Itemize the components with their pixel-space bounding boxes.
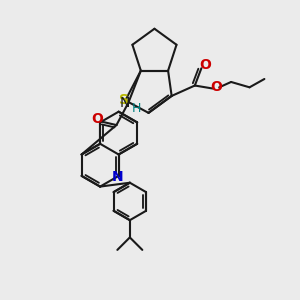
- Text: O: O: [91, 112, 103, 125]
- Text: N: N: [112, 170, 124, 184]
- Text: N: N: [120, 96, 130, 110]
- Text: O: O: [211, 80, 223, 94]
- Text: H: H: [132, 102, 141, 115]
- Text: O: O: [200, 58, 211, 72]
- Text: S: S: [119, 93, 129, 107]
